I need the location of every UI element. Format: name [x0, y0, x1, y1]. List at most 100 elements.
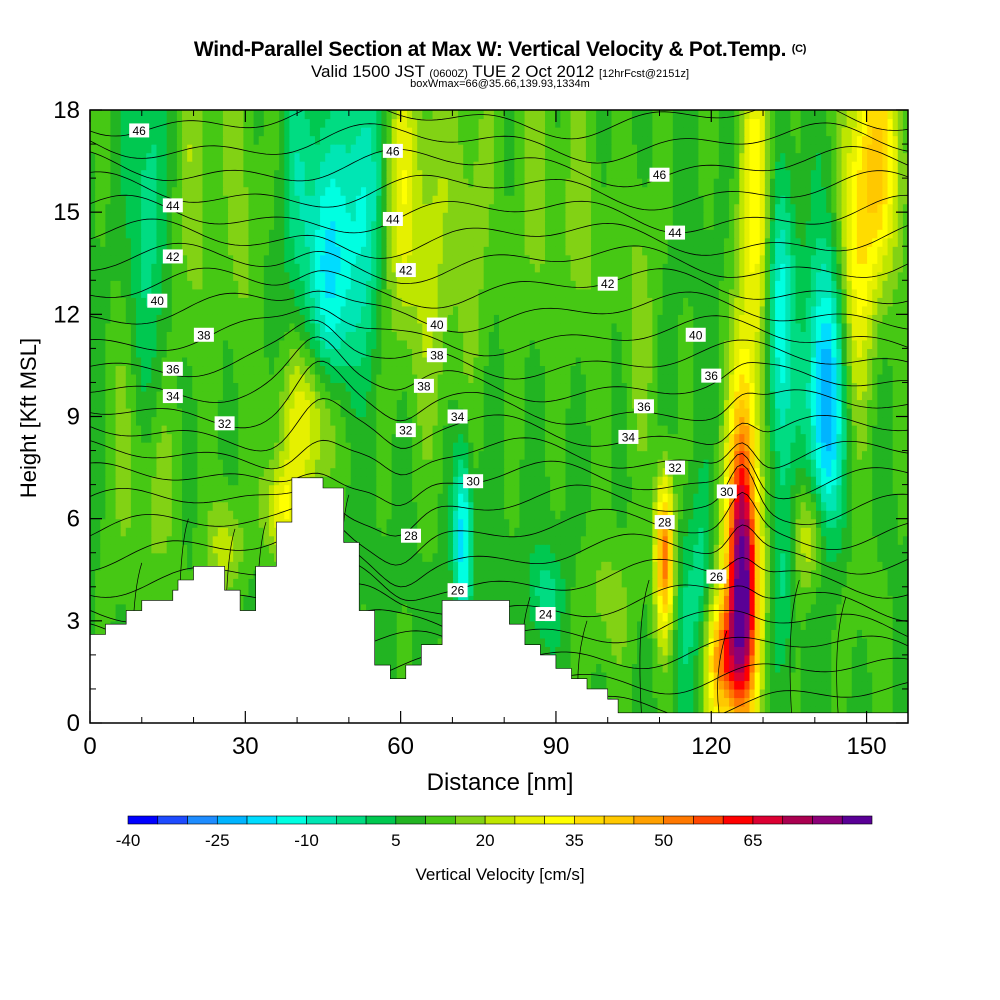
velocity-cell: [125, 493, 132, 503]
velocity-cell: [156, 578, 163, 588]
velocity-cell: [790, 646, 797, 656]
velocity-cell: [130, 518, 137, 528]
velocity-cell: [238, 544, 244, 554]
velocity-cell: [769, 646, 776, 656]
velocity-cell: [248, 476, 255, 486]
velocity-cell: [631, 510, 638, 520]
velocity-cell: [867, 578, 873, 588]
velocity-cell: [100, 535, 106, 545]
velocity-cell: [176, 527, 183, 537]
velocity-cell: [427, 620, 434, 630]
velocity-cell: [708, 663, 715, 673]
velocity-cell: [657, 697, 664, 707]
velocity-cell: [386, 527, 393, 537]
velocity-cell: [534, 527, 541, 537]
velocity-cell: [596, 476, 602, 486]
velocity-cell: [483, 501, 490, 511]
velocity-cell: [723, 595, 730, 605]
velocity-cell: [130, 569, 137, 579]
velocity-cell: [851, 476, 858, 486]
velocity-cell: [718, 663, 725, 673]
velocity-cell: [381, 578, 388, 588]
velocity-cell: [228, 484, 234, 494]
velocity-cell: [892, 535, 899, 545]
velocity-cell: [657, 620, 664, 630]
velocity-cell: [268, 561, 275, 571]
velocity-cell: [105, 544, 112, 554]
velocity-cell: [805, 467, 812, 477]
velocity-cell: [345, 535, 352, 545]
velocity-cell: [187, 450, 193, 460]
velocity-cell: [683, 671, 689, 682]
velocity-cell: [749, 671, 756, 682]
velocity-cell: [176, 501, 183, 511]
velocity-cell: [248, 510, 255, 520]
velocity-cell: [427, 578, 434, 588]
velocity-cell: [780, 586, 786, 596]
velocity-cell: [161, 484, 168, 494]
velocity-cell: [821, 663, 827, 673]
velocity-cell: [672, 595, 679, 605]
velocity-cell: [626, 595, 633, 605]
velocity-cell: [417, 459, 423, 469]
velocity-cell: [233, 544, 239, 554]
velocity-cell: [780, 595, 786, 605]
velocity-cell: [887, 527, 894, 537]
velocity-cell: [504, 561, 510, 571]
velocity-cell: [846, 518, 853, 528]
velocity-cell: [713, 510, 720, 520]
velocity-cell: [693, 578, 699, 588]
velocity-cell: [611, 552, 618, 562]
velocity-cell: [473, 493, 480, 503]
velocity-cell: [580, 459, 587, 469]
velocity-cell: [759, 637, 766, 647]
velocity-cell: [749, 688, 756, 699]
velocity-cell: [212, 476, 219, 486]
velocity-cell: [166, 544, 173, 554]
velocity-cell: [672, 603, 679, 613]
velocity-cell: [401, 501, 408, 511]
velocity-cell: [555, 552, 561, 562]
velocity-cell: [902, 493, 908, 503]
velocity-cell: [851, 620, 858, 630]
velocity-cell: [151, 552, 158, 562]
velocity-cell: [698, 459, 705, 469]
velocity-cell: [202, 561, 209, 571]
velocity-cell: [401, 518, 408, 528]
velocity-cell: [422, 561, 429, 571]
velocity-cell: [877, 578, 884, 588]
velocity-cell: [386, 646, 393, 656]
velocity-cell: [591, 535, 597, 545]
velocity-cell: [785, 561, 792, 571]
velocity-cell: [391, 561, 398, 571]
velocity-cell: [713, 671, 720, 682]
velocity-cell: [831, 680, 838, 690]
velocity-cell: [657, 629, 664, 639]
velocity-cell: [693, 612, 699, 622]
velocity-cell: [166, 578, 173, 588]
velocity-cell: [872, 654, 878, 665]
velocity-cell: [534, 561, 541, 571]
velocity-cell: [447, 561, 454, 571]
velocity-cell: [534, 544, 541, 554]
velocity-cell: [841, 459, 848, 469]
velocity-cell: [626, 620, 633, 630]
velocity-cell: [821, 569, 827, 579]
velocity-cell: [228, 493, 234, 503]
velocity-cell: [667, 493, 674, 503]
velocity-cell: [718, 688, 725, 699]
velocity-cell: [800, 612, 807, 622]
velocity-cell: [580, 578, 587, 588]
velocity-cell: [739, 663, 745, 673]
velocity-cell: [141, 484, 147, 494]
velocity-cell: [856, 612, 863, 622]
velocity-cell: [703, 459, 710, 469]
velocity-cell: [591, 586, 597, 596]
velocity-cell: [861, 510, 868, 520]
velocity-cell: [831, 688, 838, 699]
velocity-cell: [524, 578, 531, 588]
velocity-cell: [468, 569, 475, 579]
velocity-cell: [775, 467, 781, 477]
velocity-cell: [427, 586, 434, 596]
velocity-cell: [596, 552, 602, 562]
